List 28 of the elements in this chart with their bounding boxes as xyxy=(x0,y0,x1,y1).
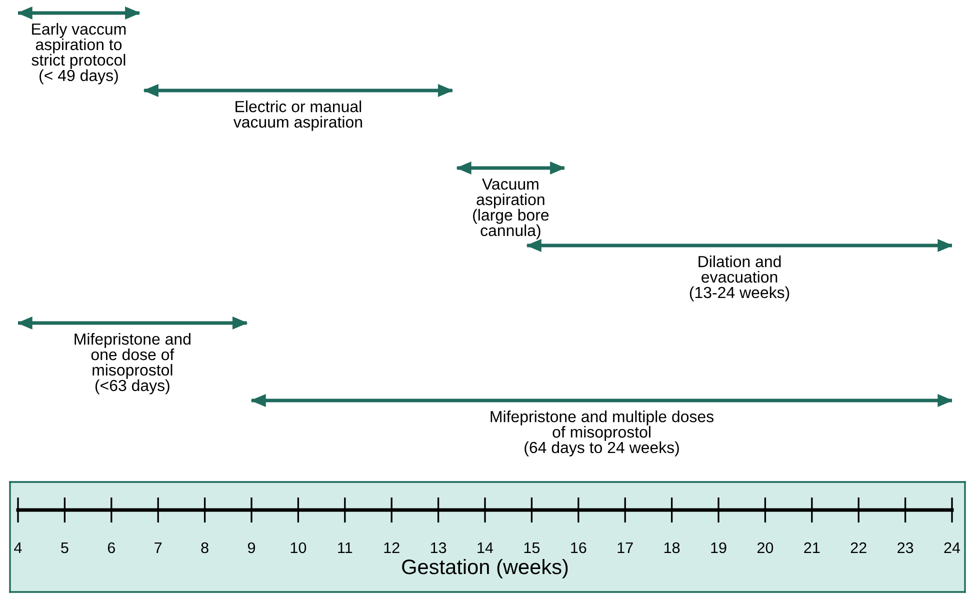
x-tick-label: 7 xyxy=(154,542,162,554)
x-tick-label: 24 xyxy=(944,542,960,554)
x-tick-label: 16 xyxy=(571,542,586,554)
x-tick-label: 9 xyxy=(248,542,256,554)
x-tick-label: 19 xyxy=(711,542,726,554)
x-tick-label: 22 xyxy=(850,542,866,554)
x-tick-label: 17 xyxy=(618,542,633,554)
annotation: Mifepristone and multiple doses of misoprostol (64 days to 24 weeks) xyxy=(490,410,714,456)
x-tick-label: 8 xyxy=(201,542,208,554)
annotation: Early vaccum aspiration to strict protocol (< 49 days) xyxy=(32,23,126,84)
x-tick-label: 18 xyxy=(664,542,680,554)
x-tick-label: 14 xyxy=(478,542,494,554)
annotation: Mifepristone and one dose of misoprostol (<63 days) xyxy=(74,333,190,394)
x-tick-label: 12 xyxy=(384,542,400,554)
x-tick-label: 13 xyxy=(430,542,446,554)
x-tick-label: 4 xyxy=(14,542,22,554)
annotation: Electric or manual vacuum aspiration xyxy=(233,100,362,131)
x-tick-label: 5 xyxy=(61,542,68,554)
x-tick-label: 11 xyxy=(338,542,352,554)
x-tick-label: 6 xyxy=(108,542,115,554)
x-tick-label: 10 xyxy=(290,542,306,554)
x-tick-label: 20 xyxy=(757,542,774,554)
annotation: Vacuum aspiration (large bore cannula) xyxy=(473,178,549,240)
x-tick-label: 23 xyxy=(898,542,914,554)
x-axis-title: Gestation (weeks) xyxy=(402,558,568,578)
x-tick-label: 21 xyxy=(804,542,820,554)
x-tick-label: 15 xyxy=(524,542,540,554)
annotation: Dilation and evacuation (13-24 weeks) xyxy=(690,256,790,302)
